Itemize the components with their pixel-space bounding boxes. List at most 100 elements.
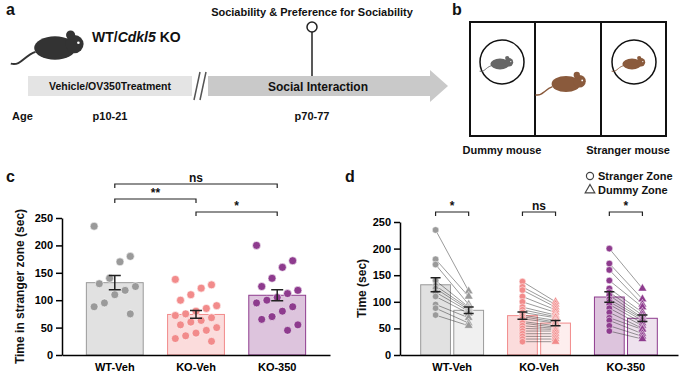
error-bar bbox=[190, 311, 202, 319]
error-bar bbox=[109, 276, 121, 290]
tick-mark bbox=[56, 273, 62, 275]
panel-label: a bbox=[6, 1, 15, 18]
mouse-ear bbox=[66, 30, 75, 39]
age-value: p70-77 bbox=[295, 110, 330, 122]
tick-mark bbox=[56, 327, 62, 329]
point bbox=[638, 334, 647, 342]
mouse-ear bbox=[574, 72, 580, 78]
tick: WT-Veh bbox=[95, 361, 135, 373]
legend: Stranger ZoneDummy Zone bbox=[585, 170, 672, 196]
tick-mark bbox=[56, 218, 62, 220]
tick-label: 100 bbox=[373, 296, 391, 308]
point bbox=[289, 257, 297, 265]
cage bbox=[480, 40, 524, 84]
pair-line bbox=[522, 287, 555, 305]
point bbox=[121, 286, 129, 294]
point bbox=[171, 335, 179, 343]
pair-line bbox=[609, 331, 642, 339]
pair-line bbox=[609, 281, 642, 308]
chamber-label: Stranger mouse bbox=[586, 144, 670, 156]
tick: KO-350 bbox=[258, 361, 297, 373]
tick-label: 250 bbox=[373, 216, 391, 228]
x-axis: WT-Veh KO-Veh KO-350 bbox=[63, 356, 331, 373]
panel-label: b bbox=[452, 1, 462, 18]
tick-label: 150 bbox=[373, 269, 391, 281]
point bbox=[464, 306, 473, 314]
genotype: WT/Cdkl5 KO bbox=[92, 29, 181, 45]
tick-label: 0 bbox=[47, 349, 53, 361]
tick: 200 bbox=[35, 239, 62, 251]
point bbox=[432, 261, 439, 268]
point bbox=[551, 337, 560, 345]
pair-line bbox=[522, 336, 555, 337]
point bbox=[187, 318, 195, 326]
point bbox=[253, 241, 261, 249]
legend-label: Stranger Zone bbox=[598, 170, 673, 182]
point bbox=[268, 313, 276, 321]
point bbox=[197, 284, 205, 292]
significance-label: * bbox=[624, 199, 629, 213]
point bbox=[551, 318, 560, 326]
tick-mark bbox=[394, 275, 400, 277]
point bbox=[432, 293, 439, 300]
phase-arrow bbox=[208, 70, 448, 102]
point bbox=[126, 252, 134, 260]
point bbox=[208, 281, 216, 289]
error-bar bbox=[637, 315, 647, 321]
significance-label: ns bbox=[532, 199, 546, 213]
y-axis: 050100150200250 bbox=[35, 212, 63, 361]
tick-mark bbox=[56, 355, 62, 357]
mouse-icon bbox=[612, 56, 646, 71]
tick-label: KO-Veh bbox=[519, 361, 559, 373]
point bbox=[171, 312, 179, 320]
tick-label: KO-Veh bbox=[176, 361, 216, 373]
significance-label: ** bbox=[151, 186, 161, 200]
chamber-box bbox=[470, 22, 666, 136]
pair-line bbox=[436, 308, 469, 323]
point bbox=[213, 302, 221, 310]
point bbox=[202, 304, 210, 312]
tick-label: WT-Veh bbox=[95, 361, 135, 373]
pair-line bbox=[609, 270, 642, 305]
tick: 250 bbox=[373, 216, 400, 228]
mouse-ear bbox=[637, 56, 641, 60]
x-axis: WT-VehKO-VehKO-350 bbox=[401, 356, 679, 373]
tick-label: KO-350 bbox=[258, 361, 297, 373]
pair-line bbox=[522, 328, 555, 329]
axis-title: Time in stranger zone (sec) bbox=[13, 209, 27, 364]
tick: 150 bbox=[35, 267, 62, 279]
error-bar bbox=[271, 290, 283, 301]
tick: KO-Veh bbox=[519, 361, 559, 373]
mouse-tail bbox=[612, 66, 623, 72]
error-bar bbox=[551, 320, 561, 325]
genotype-part: WT/ bbox=[92, 29, 118, 45]
significance-label: ns bbox=[189, 171, 203, 185]
point bbox=[213, 324, 221, 332]
mouse-icon bbox=[480, 56, 514, 71]
tick: 50 bbox=[379, 322, 400, 334]
tick-mark bbox=[56, 245, 62, 247]
mouse-tail bbox=[11, 52, 36, 64]
point bbox=[171, 275, 179, 283]
phase-label: Social Interaction bbox=[268, 80, 368, 94]
tick-label: 200 bbox=[35, 239, 53, 251]
pin-head bbox=[307, 22, 317, 32]
marks bbox=[421, 227, 658, 355]
point bbox=[464, 291, 473, 299]
mouse-ear bbox=[505, 56, 509, 60]
mouse-tail bbox=[480, 66, 491, 72]
point bbox=[284, 326, 292, 334]
point bbox=[90, 303, 98, 311]
pair-line bbox=[522, 341, 555, 342]
mouse-eye bbox=[510, 61, 511, 62]
point bbox=[606, 277, 613, 284]
point bbox=[606, 267, 613, 274]
axis-line bbox=[63, 355, 331, 357]
error-bar bbox=[464, 307, 474, 313]
significance-label: * bbox=[450, 199, 455, 213]
cage bbox=[612, 40, 656, 84]
age-label: Age bbox=[12, 110, 33, 122]
mouse-eye bbox=[642, 61, 643, 62]
genotype-part: Cdkl5 bbox=[118, 29, 156, 45]
panel-a: WT/Cdkl5 KOSociability & Preference for … bbox=[11, 6, 448, 122]
